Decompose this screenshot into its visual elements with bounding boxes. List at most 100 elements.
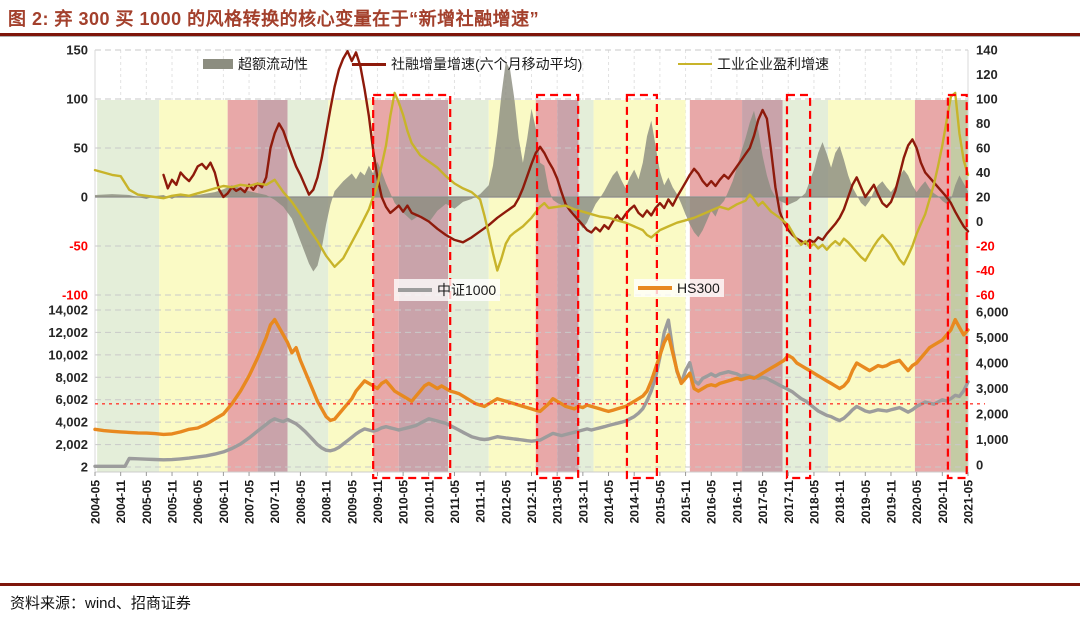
svg-text:2021-05: 2021-05 (962, 480, 976, 524)
x-axis-labels: 2004-05 2004-11 2005-05 2005-11 2006-05 2006-… (89, 472, 976, 524)
svg-text:0: 0 (81, 190, 88, 205)
svg-text:0: 0 (976, 214, 983, 229)
svg-text:2: 2 (81, 460, 88, 475)
series-line-HS300 (93, 317, 970, 437)
csi1000-line-icon (398, 288, 432, 292)
svg-text:2015-05: 2015-05 (653, 480, 667, 524)
svg-text:2011-05: 2011-05 (448, 480, 462, 524)
hs300-line-icon (638, 286, 672, 290)
legend-label: 超额流动性 (238, 56, 308, 72)
svg-text:2017-11: 2017-11 (782, 480, 796, 524)
svg-text:2004-05: 2004-05 (89, 480, 103, 524)
svg-text:5,000: 5,000 (976, 330, 1009, 345)
highlight-box (785, 93, 812, 480)
svg-text:2007-05: 2007-05 (243, 480, 257, 524)
industrial-profit-line-icon (678, 63, 712, 65)
legend-label: 工业企业盈利增速 (717, 56, 829, 72)
svg-text:2020-11: 2020-11 (936, 480, 950, 524)
svg-text:120: 120 (976, 67, 998, 82)
legend-item-industrial-profit[interactable]: 工业企业盈利增速 (678, 54, 829, 74)
highlight-box (535, 93, 580, 480)
excess-liquidity-swatch-icon (203, 59, 233, 69)
svg-text:2004-11: 2004-11 (114, 480, 128, 524)
svg-text:6,000: 6,000 (976, 305, 1009, 320)
series-line-中证1000 (93, 318, 970, 468)
series-line-社融增量增速(六个月移动平均) (162, 49, 970, 245)
legend-label: 中证1000 (437, 282, 497, 298)
legend-item-excess-liquidity[interactable]: 超额流动性 (203, 54, 308, 74)
svg-text:-50: -50 (69, 239, 88, 254)
svg-text:2016-05: 2016-05 (705, 480, 719, 524)
svg-text:2018-05: 2018-05 (807, 480, 821, 524)
svg-text:-60: -60 (976, 288, 995, 303)
svg-text:60: 60 (976, 141, 990, 156)
svg-text:2016-11: 2016-11 (730, 480, 744, 524)
svg-text:2020-05: 2020-05 (910, 480, 924, 524)
svg-text:2014-11: 2014-11 (628, 480, 642, 524)
svg-text:14,002: 14,002 (48, 303, 88, 318)
svg-text:2018-11: 2018-11 (833, 480, 847, 524)
svg-text:12,002: 12,002 (48, 325, 88, 340)
legend-item-csi1000[interactable]: 中证1000 (394, 279, 501, 301)
svg-text:8,002: 8,002 (55, 370, 88, 385)
source-note: 资料来源：wind、招商证券 (10, 595, 191, 612)
footer-divider-rule (0, 583, 1080, 586)
svg-text:2014-05: 2014-05 (602, 480, 616, 524)
svg-text:4,000: 4,000 (976, 356, 1009, 371)
svg-text:0: 0 (976, 458, 983, 473)
svg-text:2012-05: 2012-05 (499, 480, 513, 524)
dual-panel-line-chart: 150100500-50-100140120100806040200-20-40… (48, 43, 1008, 525)
credit-growth-line-icon (352, 62, 386, 66)
svg-text:100: 100 (66, 92, 88, 107)
horizontal-gridlines (95, 49, 968, 468)
svg-text:6,002: 6,002 (55, 392, 88, 407)
series-line-工业企业盈利增速 (93, 91, 970, 272)
svg-text:2010-05: 2010-05 (397, 480, 411, 524)
svg-text:4,002: 4,002 (55, 415, 88, 430)
svg-text:2006-11: 2006-11 (217, 480, 231, 524)
svg-text:2009-05: 2009-05 (345, 480, 359, 524)
legend-label: 社融增量增速(六个月移动平均) (391, 56, 583, 72)
svg-text:2015-11: 2015-11 (679, 480, 693, 524)
svg-text:-20: -20 (976, 239, 995, 254)
svg-text:-100: -100 (62, 288, 88, 303)
svg-text:50: 50 (74, 141, 88, 156)
svg-text:100: 100 (976, 92, 998, 107)
legend-label: HS300 (677, 280, 720, 296)
svg-text:150: 150 (66, 43, 88, 58)
highlight-box (946, 93, 968, 480)
legend-item-credit-growth[interactable]: 社融增量增速(六个月移动平均) (352, 54, 582, 74)
panel-series-index-prices (93, 317, 985, 468)
svg-text:2011-11: 2011-11 (474, 480, 488, 523)
svg-text:2007-11: 2007-11 (268, 480, 282, 524)
svg-text:2010-11: 2010-11 (422, 480, 436, 524)
svg-text:2012-11: 2012-11 (525, 480, 539, 524)
svg-text:3,000: 3,000 (976, 381, 1009, 396)
axis-tick-labels: 150100500-50-100140120100806040200-20-40… (48, 43, 1008, 475)
svg-text:2005-05: 2005-05 (140, 480, 154, 524)
svg-text:2,002: 2,002 (55, 437, 88, 452)
svg-text:2019-11: 2019-11 (884, 480, 898, 524)
svg-text:2008-05: 2008-05 (294, 480, 308, 524)
svg-text:2017-05: 2017-05 (756, 480, 770, 524)
highlight-box (372, 93, 452, 480)
svg-text:10,002: 10,002 (48, 347, 88, 362)
svg-text:2013-05: 2013-05 (551, 480, 565, 524)
svg-text:140: 140 (976, 43, 998, 58)
title-divider-rule (0, 33, 1080, 37)
svg-text:80: 80 (976, 116, 990, 131)
svg-text:2013-11: 2013-11 (576, 480, 590, 524)
svg-text:2008-11: 2008-11 (320, 480, 334, 524)
chart-title: 图 2: 弃 300 买 1000 的风格转换的核心变量在于“新增社融增速” (8, 9, 540, 29)
svg-text:20: 20 (976, 190, 990, 205)
svg-text:2,000: 2,000 (976, 407, 1009, 422)
panel-series-liquidity-credit-profit (93, 49, 970, 272)
svg-text:2019-05: 2019-05 (859, 480, 873, 524)
svg-text:2009-11: 2009-11 (371, 480, 385, 524)
svg-text:2006-05: 2006-05 (191, 480, 205, 524)
legend-item-hs300[interactable]: HS300 (634, 279, 724, 297)
svg-text:-40: -40 (976, 263, 995, 278)
svg-text:2005-11: 2005-11 (166, 480, 180, 524)
svg-text:1,000: 1,000 (976, 432, 1009, 447)
